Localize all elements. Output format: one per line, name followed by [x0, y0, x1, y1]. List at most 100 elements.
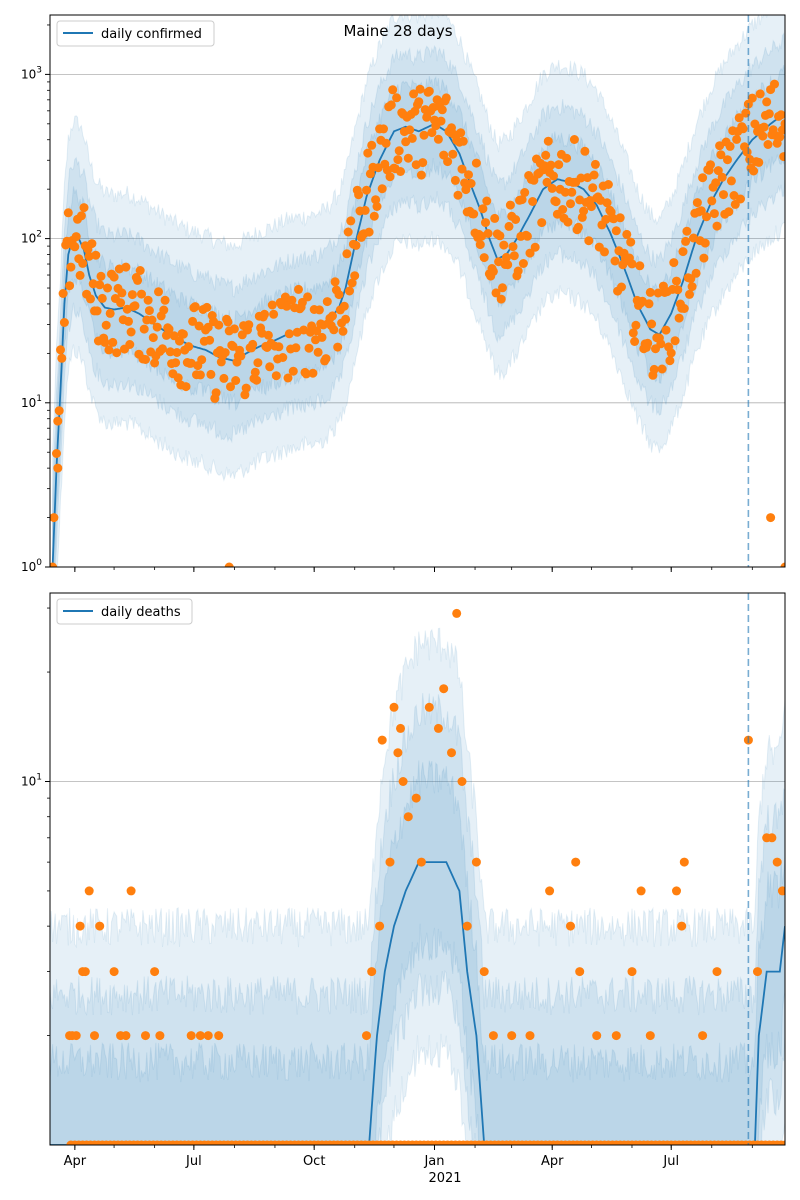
data-point: [52, 449, 61, 458]
data-point: [448, 149, 458, 159]
data-point: [700, 238, 710, 248]
y-tick-label: 102: [21, 230, 42, 246]
data-point: [304, 343, 314, 353]
data-point: [635, 261, 645, 271]
confirmed-points: [50, 79, 785, 567]
data-point: [622, 229, 632, 239]
data-point: [75, 921, 85, 931]
data-point: [424, 86, 434, 96]
data-point: [334, 290, 344, 300]
data-point: [265, 362, 275, 372]
deaths-legend-label: daily deaths: [101, 605, 181, 620]
data-point: [657, 364, 667, 374]
data-point: [379, 124, 388, 134]
x-tick-label: Jan: [423, 1154, 444, 1169]
data-point: [670, 336, 680, 346]
x-tick-label: Oct: [303, 1154, 325, 1169]
data-point: [87, 239, 97, 249]
data-point: [385, 857, 395, 867]
data-point: [545, 886, 555, 896]
uncertainty-band-1: [50, 627, 785, 1145]
data-point: [416, 170, 426, 180]
data-point: [495, 231, 505, 241]
data-point: [562, 153, 572, 163]
data-point: [415, 84, 425, 94]
data-point: [80, 967, 90, 977]
data-point: [418, 158, 428, 168]
data-point: [615, 213, 625, 223]
series-line: [50, 861, 785, 1145]
data-point: [460, 178, 470, 188]
data-point: [600, 247, 609, 257]
data-point: [499, 240, 509, 250]
data-point: [202, 302, 212, 312]
data-point: [439, 684, 449, 694]
data-point: [462, 921, 472, 931]
data-point: [471, 158, 481, 168]
data-point: [698, 173, 708, 183]
data-point: [322, 297, 332, 307]
data-point: [644, 299, 654, 309]
data-point: [447, 748, 456, 758]
data-point: [313, 347, 323, 357]
data-point: [712, 967, 722, 977]
data-point: [165, 347, 175, 357]
data-point: [411, 793, 421, 803]
data-point: [706, 160, 715, 170]
data-point: [341, 314, 351, 324]
data-point: [643, 338, 653, 348]
data-point: [738, 124, 748, 134]
data-point: [453, 190, 463, 200]
data-point: [223, 317, 233, 327]
data-point: [725, 141, 735, 151]
data-point: [396, 167, 405, 176]
data-point: [154, 287, 163, 297]
data-point: [333, 342, 343, 352]
deaths-legend: daily deaths: [56, 598, 193, 625]
data-point: [127, 290, 137, 300]
data-point: [424, 702, 434, 712]
data-point: [542, 177, 552, 187]
data-point: [770, 79, 779, 89]
data-point: [498, 283, 507, 293]
data-point: [403, 812, 413, 822]
data-point: [427, 128, 437, 138]
deaths-uncertainty-bands: [50, 627, 785, 1145]
data-point: [575, 967, 585, 977]
data-point: [580, 146, 590, 156]
data-point: [481, 218, 490, 228]
data-point: [610, 256, 620, 266]
data-point: [291, 343, 301, 353]
confirmed-panel: 100 101 102 103 Maine 28 days daily confirm…: [21, 14, 786, 574]
data-point: [96, 271, 106, 281]
data-point: [76, 211, 86, 221]
data-point: [661, 325, 671, 335]
data-point: [571, 857, 581, 867]
data-point: [679, 304, 689, 313]
data-point: [321, 354, 331, 364]
data-point: [100, 337, 110, 347]
data-point: [58, 289, 68, 298]
data-point: [584, 236, 594, 246]
data-point: [719, 190, 728, 200]
uncertainty-band-3: [50, 760, 785, 1145]
x-tick-label: Apr: [64, 1154, 87, 1169]
data-point: [503, 260, 513, 270]
data-point: [367, 140, 377, 150]
data-point: [50, 562, 58, 567]
data-point: [287, 295, 297, 305]
data-point: [539, 161, 549, 171]
data-point: [631, 320, 641, 330]
data-point: [479, 967, 489, 977]
data-point: [588, 183, 598, 193]
data-point: [709, 209, 719, 219]
data-point: [108, 337, 118, 347]
deaths-y-axis: 101: [21, 607, 50, 1036]
data-point: [547, 183, 557, 193]
confirmed-y-axis: 100 101 102 103: [21, 24, 50, 574]
data-point: [679, 857, 689, 867]
deaths-x-axis: Apr Jul Oct Jan Apr Jul: [64, 1145, 753, 1169]
data-point: [496, 294, 506, 304]
data-point: [184, 342, 194, 352]
data-point: [284, 329, 294, 339]
